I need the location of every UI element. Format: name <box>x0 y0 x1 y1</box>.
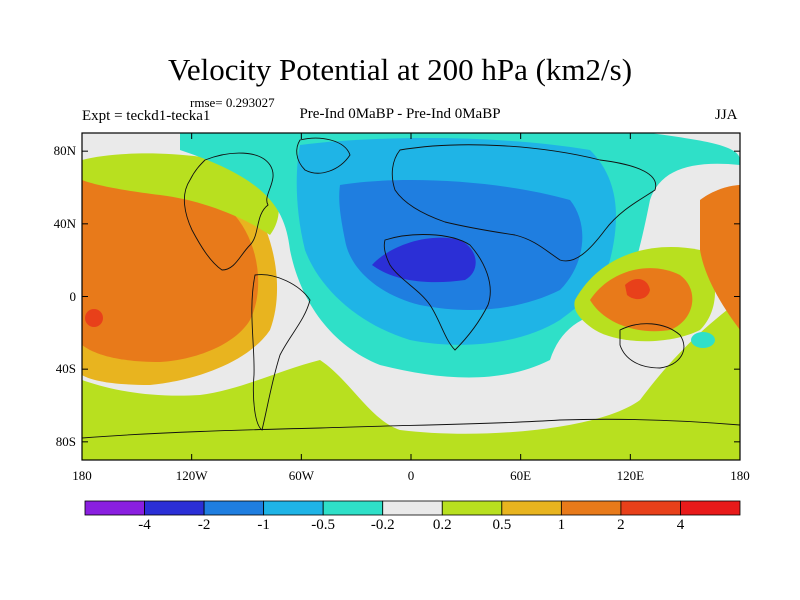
field-south-green <box>82 300 740 460</box>
plot-title: Velocity Potential at 200 hPa (km2/s) <box>167 52 633 87</box>
difference-label: Pre-Ind 0MaBP - Pre-Ind 0MaBP <box>299 106 501 122</box>
colorbar-swatch <box>441 500 503 516</box>
colorbar-label: 0.5 <box>492 517 512 533</box>
field-darkblue <box>372 237 476 283</box>
lon-tick-label: 180 <box>72 468 92 483</box>
colorbar-swatch <box>84 500 145 516</box>
lat-tick-label: 40N <box>53 215 76 231</box>
contour-field <box>82 133 740 460</box>
field-west-red <box>85 309 103 327</box>
field-arctic-green <box>82 153 279 235</box>
field-se-cyan <box>691 332 715 348</box>
coast-eurasia <box>391 144 657 262</box>
colorbar-swatch <box>322 500 384 516</box>
field-pacific-orange <box>82 178 259 362</box>
colorbar-swatch <box>560 500 622 516</box>
lat-tick-label: 80N <box>53 143 76 159</box>
lon-tick-label: 0 <box>407 468 415 483</box>
colorbar-label: -0.5 <box>311 517 336 533</box>
season-label: JJA <box>715 107 738 123</box>
colorbar-label: -2 <box>197 517 211 533</box>
lon-tick-label: 60W <box>288 468 314 483</box>
colorbar-label: -0.2 <box>370 517 395 533</box>
coastlines <box>82 137 740 439</box>
coast-australia <box>619 323 685 369</box>
colorbar-swatch <box>382 500 443 516</box>
colorbar-label: -4 <box>138 517 151 533</box>
rmse-label: rmse= 0.293027 <box>190 95 275 110</box>
lon-tick-label: 120E <box>616 468 645 483</box>
lat-tick-label: 40S <box>55 361 76 377</box>
coast-greenland <box>296 137 351 174</box>
colorbar-label: 0.2 <box>432 517 452 533</box>
colorbar-label: -1 <box>257 517 270 533</box>
colorbar-label: 1 <box>557 517 566 533</box>
coast-antarctica <box>82 418 740 439</box>
experiment-label: Expt = teckd1-tecka1 <box>82 108 211 124</box>
coast-north-america <box>183 152 274 271</box>
lon-tick-label: 60E <box>510 468 532 483</box>
colorbar-swatch <box>203 500 265 516</box>
lon-tick-label: 180 <box>730 468 750 483</box>
colorbar-swatch <box>263 500 324 516</box>
lat-tick-label: 0 <box>69 288 77 304</box>
colorbar-swatch <box>501 500 562 516</box>
colorbar-swatch <box>620 500 681 516</box>
colorbar <box>84 500 741 516</box>
field-maritime-red <box>625 278 650 300</box>
colorbar-swatch <box>680 500 741 516</box>
coast-africa <box>383 234 491 351</box>
lat-tick-label: 80S <box>55 433 76 449</box>
axis-ticks <box>81 133 741 460</box>
colorbar-swatch <box>144 500 205 516</box>
coast-south-america <box>251 274 311 431</box>
colorbar-label: 2 <box>617 517 625 533</box>
field-maritime-orange <box>590 268 693 332</box>
colorbar-label: 4 <box>676 517 685 533</box>
field-eastpacific-orange <box>700 185 740 330</box>
lon-tick-label: 120W <box>175 468 208 483</box>
